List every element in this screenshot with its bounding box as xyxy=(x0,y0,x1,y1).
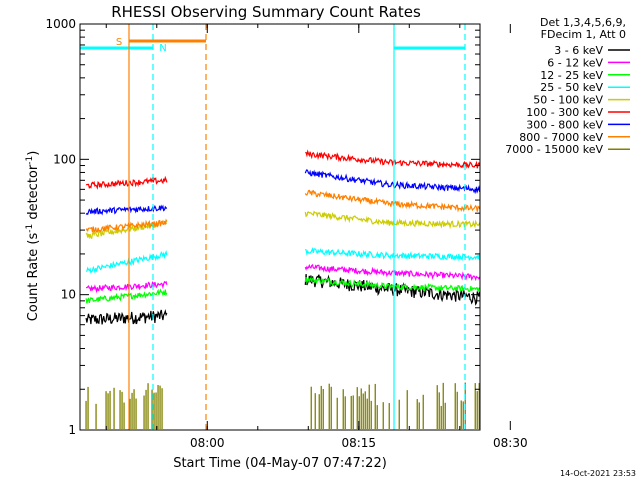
legend-label-50-100-kev: 50 - 100 keV xyxy=(533,94,603,107)
legend-label-7000-15000-kev: 7000 - 15000 keV xyxy=(505,143,603,156)
chart-title: RHESSI Observing Summary Count Rates xyxy=(111,3,421,21)
night-label: N xyxy=(159,43,166,54)
flag-layer: SN xyxy=(80,24,466,430)
timestamp: 14-Oct-2021 23:53 xyxy=(560,469,636,478)
plot-frame xyxy=(79,23,481,431)
legend-label-6-12-kev: 6 - 12 keV xyxy=(547,56,603,69)
series-3-6-kev-line-0 xyxy=(85,308,168,325)
series-300-800-kev-line-1 xyxy=(304,168,481,195)
series-50-100-kev-line-1 xyxy=(304,210,481,230)
legend-label-3-6-kev: 3 - 6 keV xyxy=(554,44,603,57)
series-800-7000-kev-line-1 xyxy=(304,189,481,213)
y-axis-label: Count Rate (s-1 detector-1) xyxy=(25,151,41,322)
legend-label-100-300-kev: 100 - 300 keV xyxy=(526,106,603,119)
legend-header-line: FDecim 1, Att 0 xyxy=(541,28,626,41)
y-tick-label: 100 xyxy=(53,152,76,166)
saa-label: S xyxy=(116,37,122,48)
legend: Det 1,3,4,5,6,9,FDecim 1, Att 0 3 - 6 keV… xyxy=(505,16,630,156)
series-6-12-kev-line-1 xyxy=(304,263,481,282)
legend-label-25-50-kev: 25 - 50 keV xyxy=(540,81,603,94)
series-6-12-kev-line-0 xyxy=(85,280,168,294)
x-axis-label: Start Time (04-May-07 07:47:22) xyxy=(173,456,387,471)
y-tick-label: 1000 xyxy=(45,17,76,31)
series-300-800-kev-line-0 xyxy=(85,204,168,216)
legend-label-300-800-kev: 300 - 800 keV xyxy=(526,118,603,131)
series-100-300-kev-line-0 xyxy=(86,175,168,190)
series-25-50-kev-line-1 xyxy=(304,246,481,262)
x-tick-label: 08:00 xyxy=(190,436,225,450)
series-100-300-kev-line-1 xyxy=(305,149,481,169)
legend-header-line: Det 1,3,4,5,6,9, xyxy=(540,16,626,29)
legend-label-12-25-kev: 12 - 25 keV xyxy=(540,69,603,82)
x-tick-label: 08:15 xyxy=(341,436,376,450)
x-tick-label: 08:30 xyxy=(493,436,528,450)
y-tick-label: 1 xyxy=(68,423,76,437)
series-12-25-kev-line-1 xyxy=(304,276,480,293)
legend-label-800-7000-kev: 800 - 7000 keV xyxy=(519,131,603,144)
series-12-25-kev-line-0 xyxy=(85,288,168,304)
y-tick-label: 10 xyxy=(61,288,76,302)
data-layer xyxy=(85,149,481,429)
